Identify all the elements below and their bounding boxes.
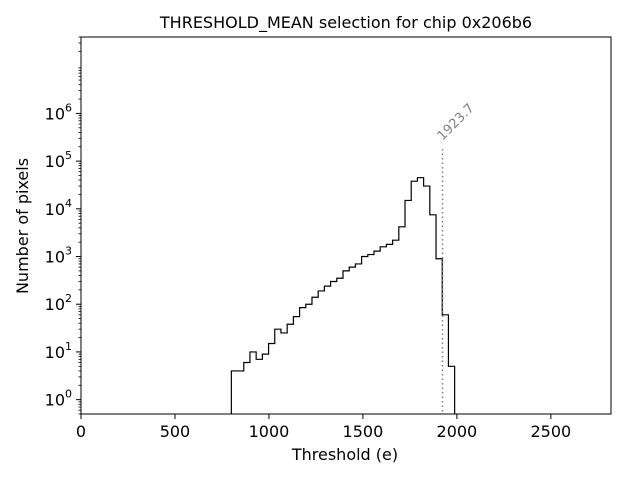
y-tick-label: 102 <box>45 292 72 314</box>
threshold-label: 1923.7 <box>435 101 478 144</box>
plot-frame <box>80 36 612 415</box>
y-tick-label: 106 <box>45 101 72 123</box>
y-tick-label: 104 <box>45 197 72 219</box>
x-tick-label: 500 <box>160 422 191 441</box>
plot-layer: 1923.7 <box>230 101 478 414</box>
y-tick-label: 103 <box>45 245 72 267</box>
y-axis: 100 101 102 103 104 105 106 <box>45 36 81 415</box>
x-tick-label: 2500 <box>530 422 571 441</box>
y-tick-label: 105 <box>45 149 72 171</box>
histogram-outline <box>230 177 456 414</box>
x-axis-title: Threshold (e) <box>291 445 398 464</box>
x-tick-label: 0 <box>76 422 86 441</box>
x-tick-label: 1000 <box>249 422 290 441</box>
y-tick-label: 100 <box>45 388 72 410</box>
y-tick-label: 101 <box>45 340 72 362</box>
x-tick-label: 1500 <box>343 422 384 441</box>
y-axis-title: Number of pixels <box>13 158 32 294</box>
chart-title: THRESHOLD_MEAN selection for chip 0x206b… <box>159 13 532 33</box>
x-axis: 0 500 1000 1500 2000 2500 <box>76 414 571 441</box>
x-tick-label: 2000 <box>437 422 478 441</box>
